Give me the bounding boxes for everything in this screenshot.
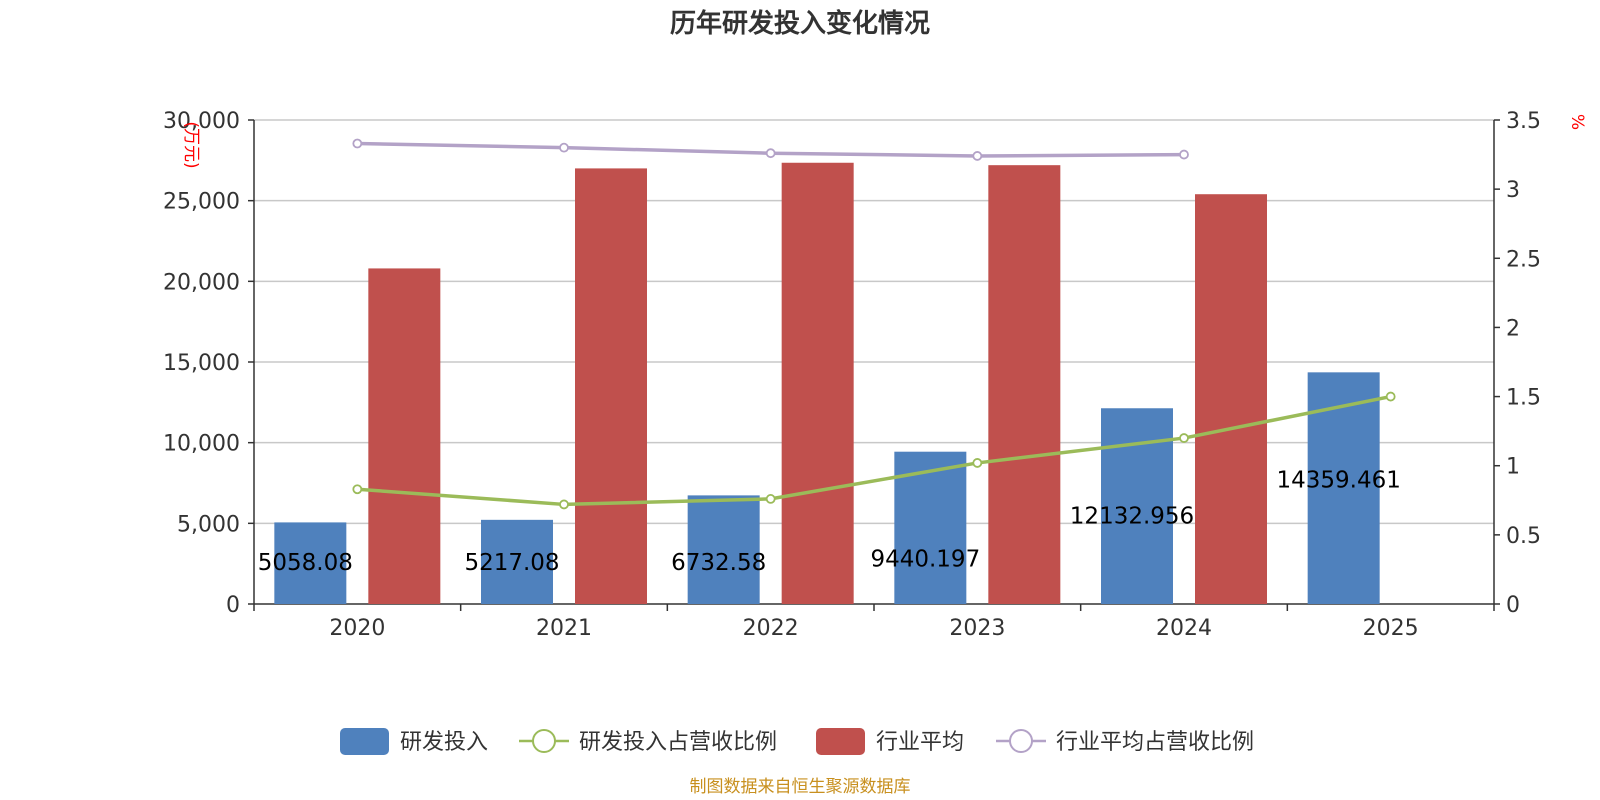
data-label: 9440.197: [870, 547, 980, 573]
bar: [781, 162, 854, 604]
legend-label: 研发投入占营收比例: [579, 730, 777, 755]
data-label: 5058.08: [258, 550, 353, 576]
bar: [687, 495, 760, 604]
left-tick-label: 0: [226, 593, 240, 618]
data-label: 14359.461: [1276, 467, 1400, 493]
bar: [368, 268, 441, 604]
line-point: [765, 148, 776, 159]
line-point: [1179, 149, 1189, 160]
x-tick-label: 2024: [1156, 616, 1212, 641]
line-point: [1179, 433, 1189, 443]
right-tick-label: 1.5: [1506, 386, 1541, 411]
left-axis-unit: (万元): [181, 121, 201, 168]
grid: [254, 119, 1494, 525]
legend-swatch-marker: [1009, 729, 1033, 753]
bars: [274, 162, 1380, 605]
source-note: 制图数据来自恒生聚源数据库: [690, 777, 911, 797]
right-axis-unit: %: [1567, 114, 1587, 130]
legend-swatch-bar: [816, 728, 865, 755]
left-tick-label: 5,000: [177, 512, 240, 537]
bar: [988, 165, 1061, 604]
line-point: [559, 499, 569, 510]
legend-swatch-marker: [532, 729, 556, 753]
line-point: [1385, 391, 1396, 402]
left-tick-label: 10,000: [163, 432, 240, 457]
line-point: [559, 142, 569, 153]
bar: [575, 168, 647, 604]
axes: 0 5,000 10,000 15,000 20,000 25,000 30,000 0 0.5…: [163, 109, 1541, 641]
right-tick-label: 2: [1506, 316, 1520, 341]
x-tick-label: 2025: [1363, 616, 1419, 641]
x-tick-label: 2023: [949, 616, 1005, 641]
right-tick-label: 3.5: [1506, 109, 1541, 134]
data-label: 5217.08: [464, 550, 559, 576]
left-tick-label: 20,000: [163, 270, 240, 295]
x-tick-label: 2022: [743, 616, 799, 641]
line-point: [972, 458, 983, 468]
legend-label: 研发投入: [400, 730, 488, 755]
bar: [894, 451, 967, 604]
data-label: 12132.956: [1070, 503, 1194, 529]
bar: [274, 522, 347, 604]
right-tick-label: 1: [1506, 455, 1520, 480]
right-tick-label: 0: [1506, 593, 1520, 618]
right-tick-label: 3: [1506, 178, 1520, 203]
lines: [352, 138, 1396, 510]
line-point: [765, 494, 776, 504]
data-labels: 5058.08 5217.08 6732.58 9440.197 12132.956 14…: [258, 467, 1401, 576]
bar: [481, 519, 553, 604]
right-tick-label: 2.5: [1506, 247, 1541, 272]
legend-label: 行业平均占营收比例: [1056, 730, 1254, 755]
right-tick-label: 0.5: [1506, 524, 1541, 549]
legend-label: 行业平均: [876, 730, 964, 755]
line-point: [352, 138, 363, 149]
chart-title: 历年研发投入变化情况: [670, 8, 930, 39]
legend: 研发投入 研发投入占营收比例 行业平均 行业平均占营收比例: [340, 728, 1254, 755]
line-point: [352, 484, 363, 495]
x-tick-label: 2020: [329, 616, 385, 641]
left-tick-label: 25,000: [163, 190, 240, 215]
line-point: [972, 151, 983, 161]
left-tick-label: 30,000: [163, 109, 240, 134]
series-line: [357, 394, 1392, 507]
bar: [1195, 194, 1267, 605]
x-tick-label: 2021: [536, 616, 592, 641]
left-tick-label: 15,000: [163, 351, 240, 376]
legend-swatch-bar: [340, 728, 389, 755]
data-label: 6732.58: [671, 550, 766, 576]
